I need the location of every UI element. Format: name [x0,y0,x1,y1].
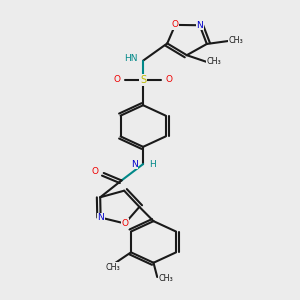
Text: HN: HN [124,54,137,63]
Text: O: O [92,167,99,176]
Text: O: O [165,76,172,85]
Text: O: O [114,76,121,85]
Text: O: O [172,20,179,29]
Text: S: S [140,75,146,85]
Text: CH₃: CH₃ [228,37,243,46]
Text: O: O [122,219,128,228]
Text: CH₃: CH₃ [159,274,173,283]
Text: CH₃: CH₃ [206,57,221,66]
Text: N: N [131,160,138,169]
Text: CH₃: CH₃ [105,263,120,272]
Text: H: H [149,160,156,169]
Text: N: N [196,21,203,30]
Text: N: N [97,213,104,222]
